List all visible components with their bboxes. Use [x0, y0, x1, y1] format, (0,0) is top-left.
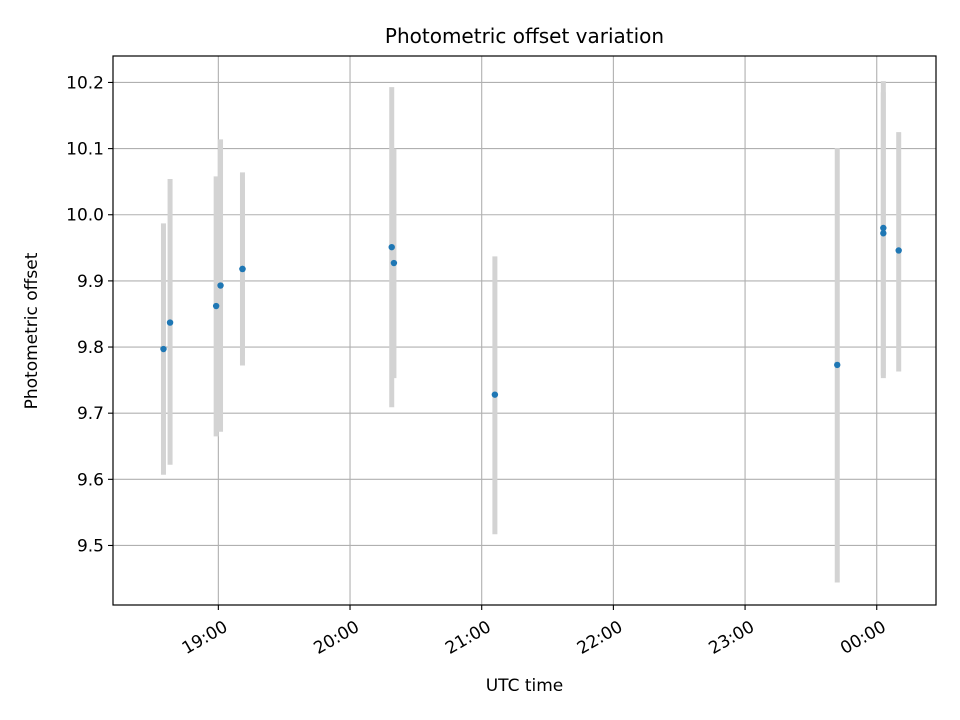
data-point: [390, 259, 398, 267]
y-tick-label: 9.5: [77, 536, 104, 556]
y-axis-ticks: 9.5 9.6 9.7 9.8 9.9 10.0 10.1 10.2: [66, 73, 113, 556]
y-tick-label: 9.9: [77, 272, 104, 292]
y-axis-title: Photometric offset: [22, 252, 42, 409]
data-point: [880, 230, 887, 237]
y-tick-label: 9.7: [77, 404, 104, 424]
data-point: [212, 302, 220, 310]
data-points: [160, 224, 902, 398]
data-point: [217, 282, 224, 289]
y-tick-label: 9.6: [77, 470, 104, 490]
data-point: [239, 265, 246, 273]
data-point: [388, 243, 395, 251]
data-point: [166, 319, 174, 326]
grid-lines: [113, 56, 936, 605]
y-tick-label: 10.0: [66, 206, 104, 226]
x-axis-title: UTC time: [486, 676, 564, 696]
data-point: [880, 224, 887, 232]
data-point: [834, 361, 841, 369]
chart-title: Photometric offset variation: [385, 24, 664, 48]
data-point: [491, 391, 499, 398]
y-tick-label: 10.2: [66, 73, 104, 93]
y-tick-label: 9.8: [77, 338, 104, 358]
data-point: [160, 345, 167, 353]
y-tick-label: 10.1: [66, 140, 104, 160]
data-point: [895, 247, 902, 254]
plot-frame: [112, 55, 937, 606]
